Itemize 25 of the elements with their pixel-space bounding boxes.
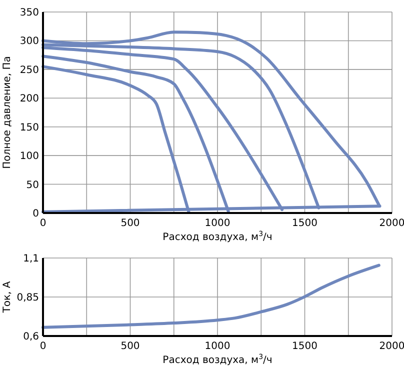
x-tick-label: 1000: [204, 218, 230, 229]
y-tick-label: 0,85: [16, 292, 39, 304]
x-tick-label: 2000: [379, 341, 404, 352]
y-tick-label: 250: [20, 64, 39, 76]
y-axis-title: Ток, А: [2, 281, 13, 314]
x-tick-label: 1500: [292, 341, 318, 352]
y-tick-label: 150: [20, 122, 39, 134]
x-tick-label: 500: [120, 218, 140, 229]
y-tick-label: 0: [32, 208, 39, 220]
y-tick-label: 50: [26, 180, 39, 191]
y-tick-label: 300: [20, 36, 39, 48]
y-tick-label: 350: [20, 8, 39, 18]
y-tick-label: 200: [20, 94, 39, 105]
y-axis-title: Полное давление, Па: [2, 56, 13, 169]
y-tick-label: 1,1: [23, 254, 39, 264]
x-tick-label: 2000: [379, 218, 404, 229]
x-tick-label: 1500: [292, 218, 318, 229]
x-tick-label: 0: [40, 341, 46, 352]
x-tick-label: 500: [120, 341, 140, 352]
x-axis-title: Расход воздуха, м$^{3}$/ч: [162, 353, 272, 366]
y-tick-label: 100: [20, 151, 39, 162]
x-tick-label: 1000: [204, 341, 230, 352]
x-axis-title: Расход воздуха, м$^{3}$/ч: [162, 230, 272, 243]
y-tick-label: 0,6: [23, 332, 39, 342]
x-tick-label: 0: [40, 218, 46, 229]
